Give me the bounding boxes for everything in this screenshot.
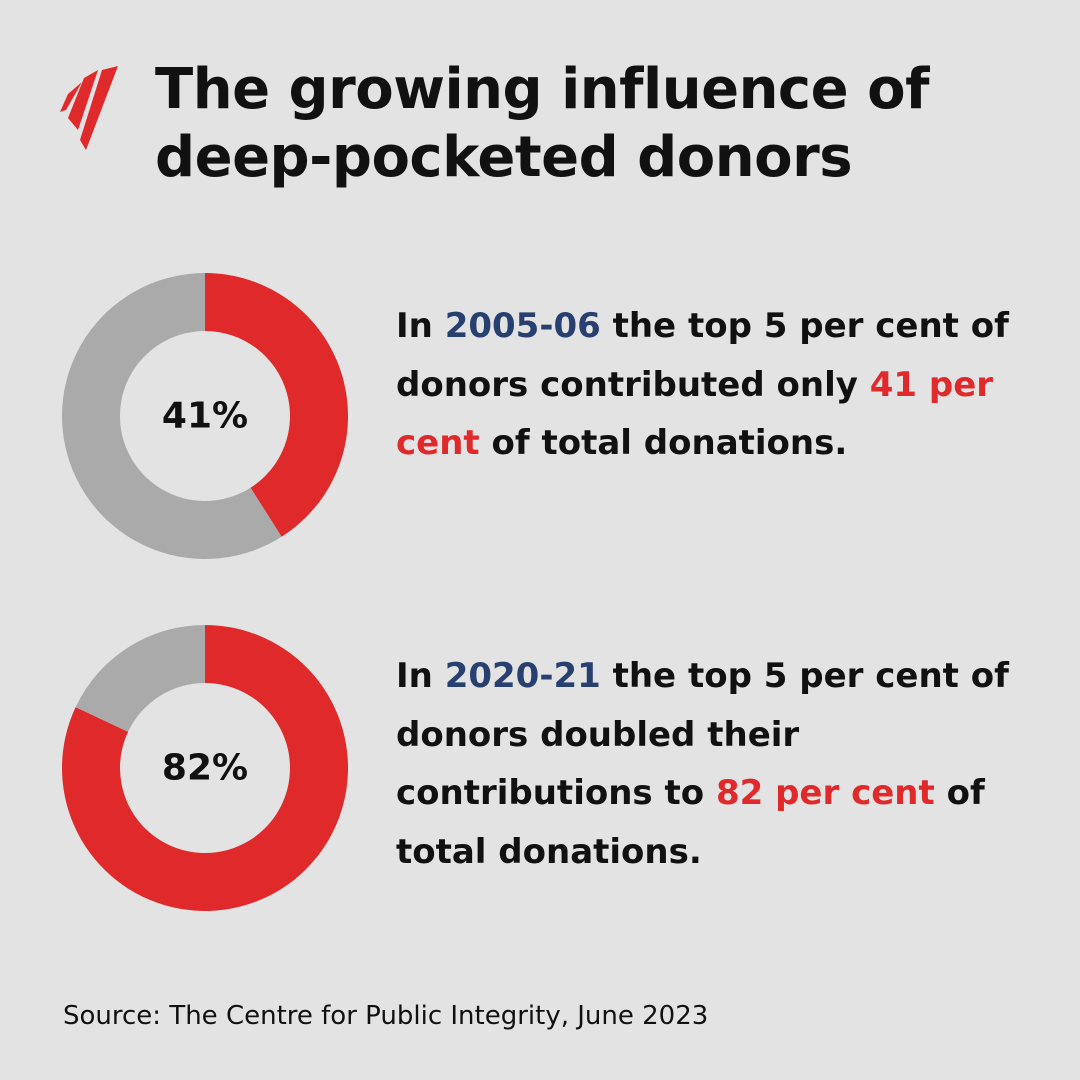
logo-stripe-3 [80, 66, 118, 150]
statement-suffix: of total donations. [479, 423, 848, 463]
statement-2020: In 2020-21 the top 5 per cent of donors … [396, 647, 1036, 881]
donut-slice-remainder [75, 625, 205, 732]
source-note: Source: The Centre for Public Integrity,… [63, 1001, 709, 1031]
statement-prefix: In [396, 656, 445, 696]
statement-middle: the top 5 per cent of donors doubled the… [396, 656, 1009, 813]
title-line: deep-pocketed donors [155, 125, 853, 190]
statement-year: 2005-06 [444, 306, 601, 346]
statement-suffix: of total donations. [396, 773, 985, 872]
statement-2005: In 2005-06 the top 5 per cent of donors … [396, 297, 1036, 473]
donut-center-label: 41% [162, 396, 248, 437]
logo-stripe-1 [60, 82, 82, 112]
donut-chart: 82% [62, 625, 348, 911]
statement-highlight: 82 per cent [715, 773, 935, 813]
donut-slice-top-donors [205, 273, 348, 537]
statement-highlight: 41 per cent [396, 364, 994, 464]
donut-center-label: 82% [162, 748, 248, 789]
sbs-logo-icon [60, 66, 118, 150]
logo-stripe-2 [68, 70, 98, 130]
statement-middle: the top 5 per cent of donors contributed… [396, 306, 1009, 405]
donut-chart: 41% [62, 273, 348, 559]
statement-year: 2020-21 [444, 656, 601, 696]
page-title: The growing influence of deep-pocketed d… [155, 56, 1055, 192]
title-line: The growing influence of [155, 57, 929, 122]
statement-prefix: In [396, 306, 445, 346]
donut-slice-top-donors [62, 625, 348, 911]
donut-slice-remainder [62, 273, 282, 559]
